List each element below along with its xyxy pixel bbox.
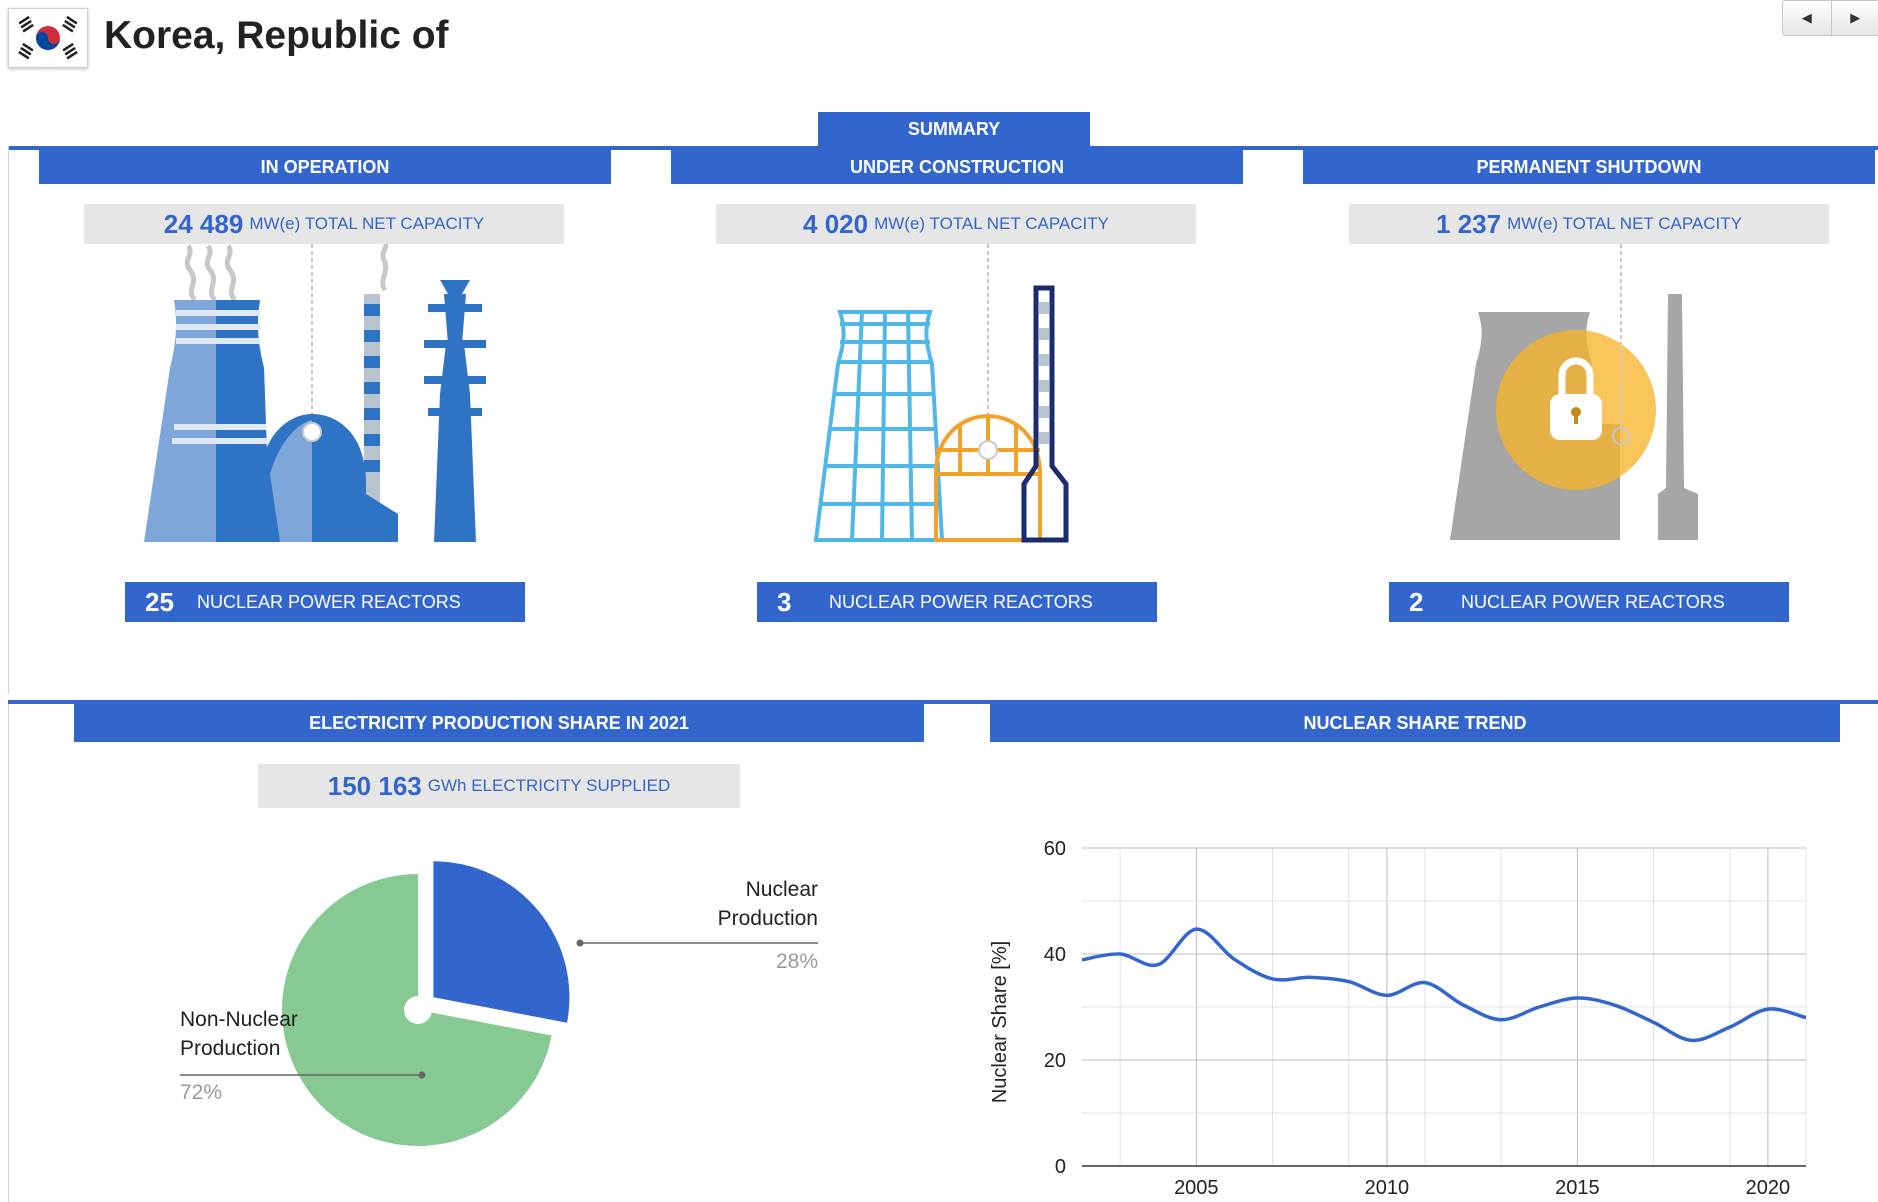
nuclear-percent: 28% xyxy=(776,950,818,973)
chevron-right-icon: ▶ xyxy=(1850,10,1861,25)
nuclear-label-line2: Production xyxy=(718,907,818,930)
operating-plant-icon xyxy=(140,242,520,544)
nuclear-share-trend-header: NUCLEAR SHARE TREND xyxy=(990,704,1840,742)
y-axis-label: Nuclear Share [%] xyxy=(989,941,1011,1103)
shutdown-capacity-value: 1 237 xyxy=(1436,208,1502,239)
summary-title: SUMMARY xyxy=(818,112,1090,146)
operation-capacity-label: MW(e) TOTAL NET CAPACITY xyxy=(249,214,485,233)
shutdown-reactors-count: 2 xyxy=(1409,586,1424,617)
next-button[interactable]: ▶ xyxy=(1830,1,1878,35)
y-tick-labels: 0 20 40 60 xyxy=(1044,838,1066,1178)
pager: ◀ ▶ xyxy=(1782,0,1878,36)
shutdown-reactors-label: NUCLEAR POWER REACTORS xyxy=(1461,591,1725,612)
y-tick-label: 20 xyxy=(1044,1050,1066,1072)
electricity-supplied-label: GWh ELECTRICITY SUPPLIED xyxy=(427,776,671,795)
x-tick-label: 2005 xyxy=(1174,1177,1219,1199)
chevron-left-icon: ◀ xyxy=(1801,10,1812,25)
nuclear-share-line xyxy=(1081,927,1807,1043)
under-construction-header: UNDER CONSTRUCTION xyxy=(671,150,1243,184)
shutdown-capacity-label: MW(e) TOTAL NET CAPACITY xyxy=(1507,214,1742,233)
construction-plant-icon xyxy=(800,244,1100,544)
x-tick-label: 2020 xyxy=(1746,1177,1791,1199)
electricity-pie-chart: Nuclear Production 28% Non-Nuclear Produ… xyxy=(180,861,818,1146)
construction-reactors-bar: 3 NUCLEAR POWER REACTORS xyxy=(757,582,1157,622)
y-tick-label: 40 xyxy=(1044,944,1066,966)
permanent-shutdown-header: PERMANENT SHUTDOWN xyxy=(1303,150,1875,184)
nuclear-share-line-chart: 0 20 40 60 2005 2010 2015 2020 Nuclear Share [… xyxy=(989,838,1807,1199)
left-border xyxy=(8,146,9,694)
x-tick-label: 2010 xyxy=(1365,1177,1410,1199)
electricity-supplied-box: 150 163 GWh ELECTRICITY SUPPLIED xyxy=(258,764,740,808)
operation-capacity-box: 24 489 MW(e) TOTAL NET CAPACITY xyxy=(84,204,564,244)
left-border-lower xyxy=(8,704,9,1202)
construction-capacity-label: MW(e) TOTAL NET CAPACITY xyxy=(874,214,1109,233)
construction-reactors-label: NUCLEAR POWER REACTORS xyxy=(829,591,1093,612)
shutdown-reactors-bar: 2 NUCLEAR POWER REACTORS xyxy=(1389,582,1789,622)
chart-grid xyxy=(1082,847,1807,1167)
korea-flag-icon xyxy=(8,8,88,68)
y-tick-label: 0 xyxy=(1055,1156,1066,1178)
shutdown-capacity-box: 1 237 MW(e) TOTAL NET CAPACITY xyxy=(1349,204,1829,244)
electricity-supplied-value: 150 163 xyxy=(327,770,422,801)
x-tick-labels: 2005 2010 2015 2020 xyxy=(1174,1177,1790,1199)
lower-divider xyxy=(8,700,1878,704)
pie-center xyxy=(404,996,432,1024)
operation-capacity-value: 24 489 xyxy=(163,208,244,239)
operation-reactors-label: NUCLEAR POWER REACTORS xyxy=(197,591,461,612)
non-nuclear-callout: Non-Nuclear Production 72% xyxy=(180,1008,426,1104)
construction-capacity-value: 4 020 xyxy=(803,208,869,239)
pie-slice-nuclear xyxy=(433,861,570,1023)
construction-reactors-count: 3 xyxy=(777,586,792,617)
non-nuclear-label-line2: Production xyxy=(180,1037,280,1060)
non-nuclear-label-line1: Non-Nuclear xyxy=(180,1008,298,1031)
shutdown-plant-icon xyxy=(1440,244,1720,544)
y-tick-label: 60 xyxy=(1044,838,1066,860)
non-nuclear-percent: 72% xyxy=(180,1081,222,1104)
summary-divider xyxy=(8,146,1878,150)
operation-reactors-count: 25 xyxy=(145,586,174,617)
nuclear-label-line1: Nuclear xyxy=(746,878,818,901)
page-title: Korea, Republic of xyxy=(104,14,449,57)
construction-capacity-box: 4 020 MW(e) TOTAL NET CAPACITY xyxy=(716,204,1196,244)
prev-button[interactable]: ◀ xyxy=(1783,1,1831,35)
x-tick-label: 2015 xyxy=(1555,1177,1600,1199)
electricity-share-header: ELECTRICITY PRODUCTION SHARE IN 2021 xyxy=(74,704,924,742)
operation-reactors-bar: 25 NUCLEAR POWER REACTORS xyxy=(125,582,525,622)
nuclear-callout: Nuclear Production 28% xyxy=(576,878,818,973)
in-operation-header: IN OPERATION xyxy=(39,150,611,184)
